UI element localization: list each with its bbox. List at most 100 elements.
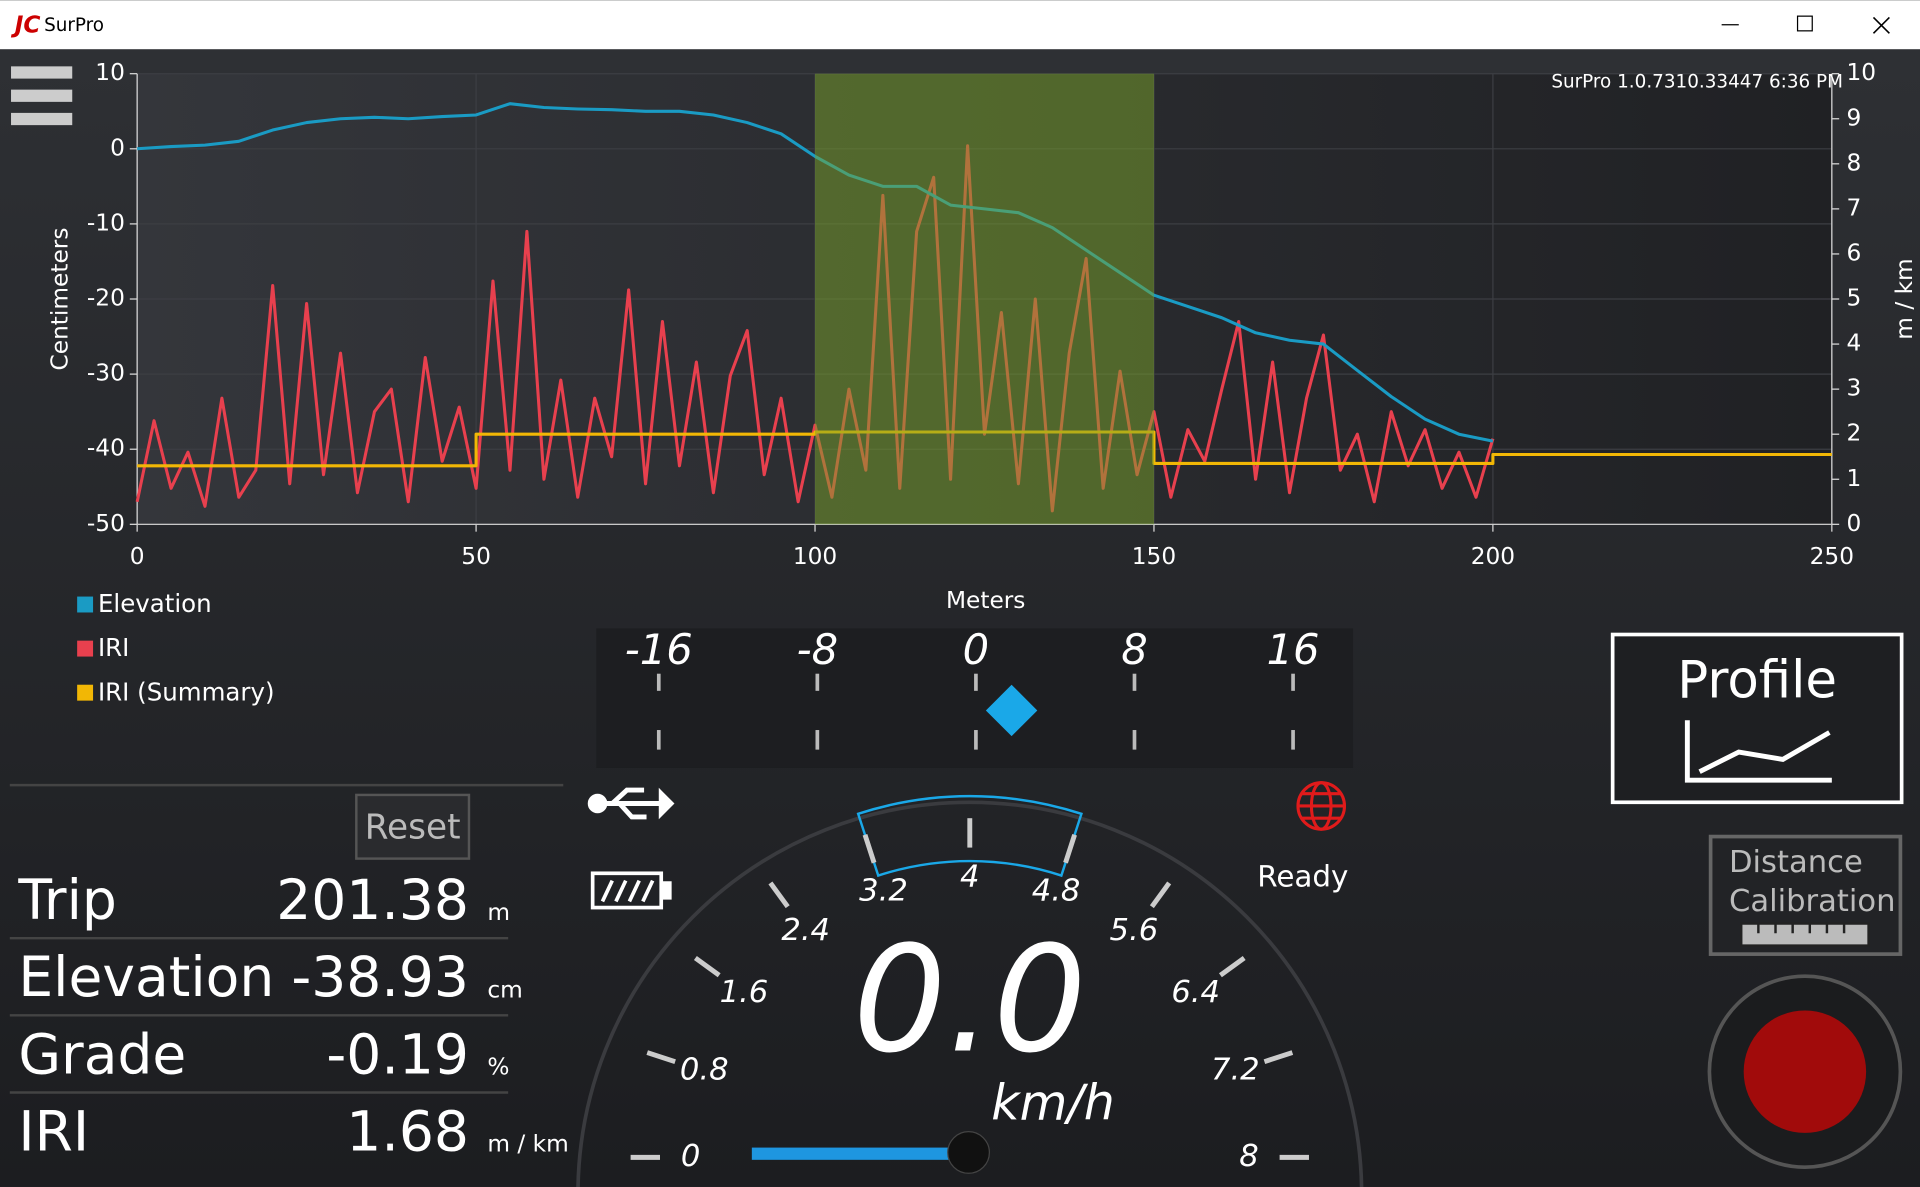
stat-unit: cm bbox=[487, 976, 522, 1003]
button-label: Profile bbox=[1677, 651, 1837, 711]
y-axis-label: Centimeters bbox=[47, 228, 74, 371]
menu-button[interactable] bbox=[11, 66, 73, 126]
stat-label: Trip bbox=[17, 868, 117, 932]
y2-tick-label: 3 bbox=[1847, 375, 1862, 402]
reset-button[interactable]: Reset bbox=[355, 793, 471, 860]
menu-bar bbox=[11, 66, 73, 79]
button-label: Distance bbox=[1729, 845, 1863, 880]
x-axis-label: Meters bbox=[946, 587, 1025, 614]
gauge-tick-label: 0.8 bbox=[680, 1053, 729, 1088]
y-tick-label: 0 bbox=[110, 134, 125, 161]
speed-value: 0.0 bbox=[853, 914, 1087, 1085]
gauge-tick-label: 1.6 bbox=[720, 975, 769, 1010]
y2-tick-label: 4 bbox=[1847, 330, 1862, 357]
stat-value: 1.68 bbox=[346, 1099, 469, 1163]
gauge-tick bbox=[1063, 834, 1077, 864]
title-bar bbox=[0, 0, 1920, 50]
menu-bar bbox=[11, 112, 73, 126]
tilt-tick-label: 8 bbox=[1121, 625, 1147, 674]
legend-label: IRI (Summary) bbox=[98, 677, 275, 706]
button-label: Calibration bbox=[1729, 884, 1896, 919]
y2-tick-label: 0 bbox=[1847, 510, 1862, 537]
tilt-tick-label: 16 bbox=[1267, 625, 1320, 674]
gauge-rim bbox=[576, 800, 1364, 1187]
tilt-tick-label: 0 bbox=[963, 625, 989, 674]
gauge-tick-label: 4.8 bbox=[1032, 873, 1081, 908]
x-tick-label: 150 bbox=[1132, 543, 1176, 570]
gauge-tick-label: 8 bbox=[1239, 1139, 1258, 1174]
stat-unit: m bbox=[487, 899, 510, 926]
tilt-scale: -16 -8 0 8 16 bbox=[625, 625, 1320, 750]
close-button[interactable] bbox=[1872, 16, 1890, 34]
y-tick-label: -10 bbox=[87, 209, 125, 236]
stat-value: -38.93 bbox=[291, 945, 469, 1009]
menu-bar bbox=[11, 89, 73, 102]
gauge-tick-label: 0 bbox=[681, 1139, 700, 1174]
app-icon: JC bbox=[11, 11, 41, 38]
gauge-tick bbox=[1149, 881, 1172, 909]
x-tick-label: 100 bbox=[793, 543, 837, 570]
stat-value: -0.19 bbox=[326, 1022, 469, 1086]
gauge-tick bbox=[862, 834, 877, 864]
maximize-button[interactable] bbox=[1796, 15, 1813, 32]
gauge-tick bbox=[1263, 1050, 1294, 1064]
button-frame bbox=[355, 793, 471, 860]
y2-tick-label: 1 bbox=[1847, 465, 1862, 492]
legend-swatch bbox=[77, 596, 94, 613]
gauge-tick bbox=[768, 881, 790, 909]
stat-unit: % bbox=[487, 1053, 509, 1080]
speed-gauge: 0 0.8 1.6 2.4 3.2 4 4.8 5.6 6.4 7.2 8 bbox=[576, 795, 1364, 1187]
stat-label: Elevation bbox=[18, 945, 274, 1009]
record-button[interactable] bbox=[1707, 974, 1903, 1170]
stats-panel: Trip 201.38 m Elevation -38.93 cm Grade -0.19 % I… bbox=[9, 868, 569, 1163]
gauge-tick-label: 3.2 bbox=[859, 873, 908, 908]
legend-swatch bbox=[77, 684, 94, 701]
gauge-tick bbox=[646, 1050, 676, 1064]
legend: Elevation IRI IRI (Summary) bbox=[77, 589, 275, 706]
speed-unit: km/h bbox=[991, 1074, 1115, 1131]
calibration-button[interactable]: Distance Calibration bbox=[1708, 834, 1903, 956]
gauge-tick-label: 4 bbox=[960, 860, 979, 895]
version-label: SurPro 1.0.7310.33447 6:36 PM bbox=[1551, 71, 1843, 92]
y2-tick-label: 8 bbox=[1847, 149, 1862, 176]
gauge-tick-label: 6.4 bbox=[1171, 975, 1220, 1010]
x-tick-label: 0 bbox=[130, 543, 145, 570]
profile-button[interactable]: Profile bbox=[1610, 632, 1904, 805]
y-tick-label: -20 bbox=[87, 285, 125, 312]
record-dot bbox=[1743, 1010, 1867, 1133]
y-tick-label: -30 bbox=[87, 360, 125, 387]
y2-tick-label: 7 bbox=[1847, 194, 1862, 221]
tilt-indicator bbox=[985, 684, 1038, 737]
x-tick-label: 200 bbox=[1471, 543, 1515, 570]
legend-label: Elevation bbox=[98, 589, 212, 618]
button-frame bbox=[1610, 632, 1904, 805]
stat-label: Grade bbox=[18, 1022, 186, 1086]
y-tick-label: -50 bbox=[87, 510, 125, 537]
y-tick-label: -40 bbox=[87, 435, 125, 462]
stat-unit: m / km bbox=[487, 1131, 568, 1158]
battery-icon bbox=[590, 871, 672, 910]
y2-tick-label: 10 bbox=[1847, 59, 1877, 86]
button-label: Reset bbox=[365, 808, 461, 848]
y2-tick-label: 5 bbox=[1847, 285, 1862, 312]
chart: 0 50 100 150 200 250100-10-20-30-40-501098765… bbox=[87, 59, 1876, 570]
progress-bar bbox=[751, 1147, 958, 1160]
y2-axis-label: m / km bbox=[1891, 258, 1918, 339]
gauge-highlight bbox=[856, 795, 1083, 878]
gauge-tick-label: 2.4 bbox=[781, 913, 830, 948]
gps-icon bbox=[1296, 781, 1347, 831]
window-title: SurPro bbox=[44, 15, 104, 36]
gauge-tick bbox=[1218, 956, 1246, 978]
slider-knob[interactable] bbox=[947, 1131, 990, 1174]
profile-icon bbox=[1684, 720, 1832, 783]
highlight-region bbox=[815, 73, 1154, 525]
y2-tick-label: 6 bbox=[1847, 239, 1862, 266]
x-tick-label: 250 bbox=[1810, 543, 1854, 570]
gauge-tick-label: 5.6 bbox=[1110, 913, 1159, 948]
ruler-icon bbox=[1740, 922, 1870, 947]
usb-icon bbox=[587, 787, 675, 820]
legend-swatch bbox=[77, 640, 94, 657]
